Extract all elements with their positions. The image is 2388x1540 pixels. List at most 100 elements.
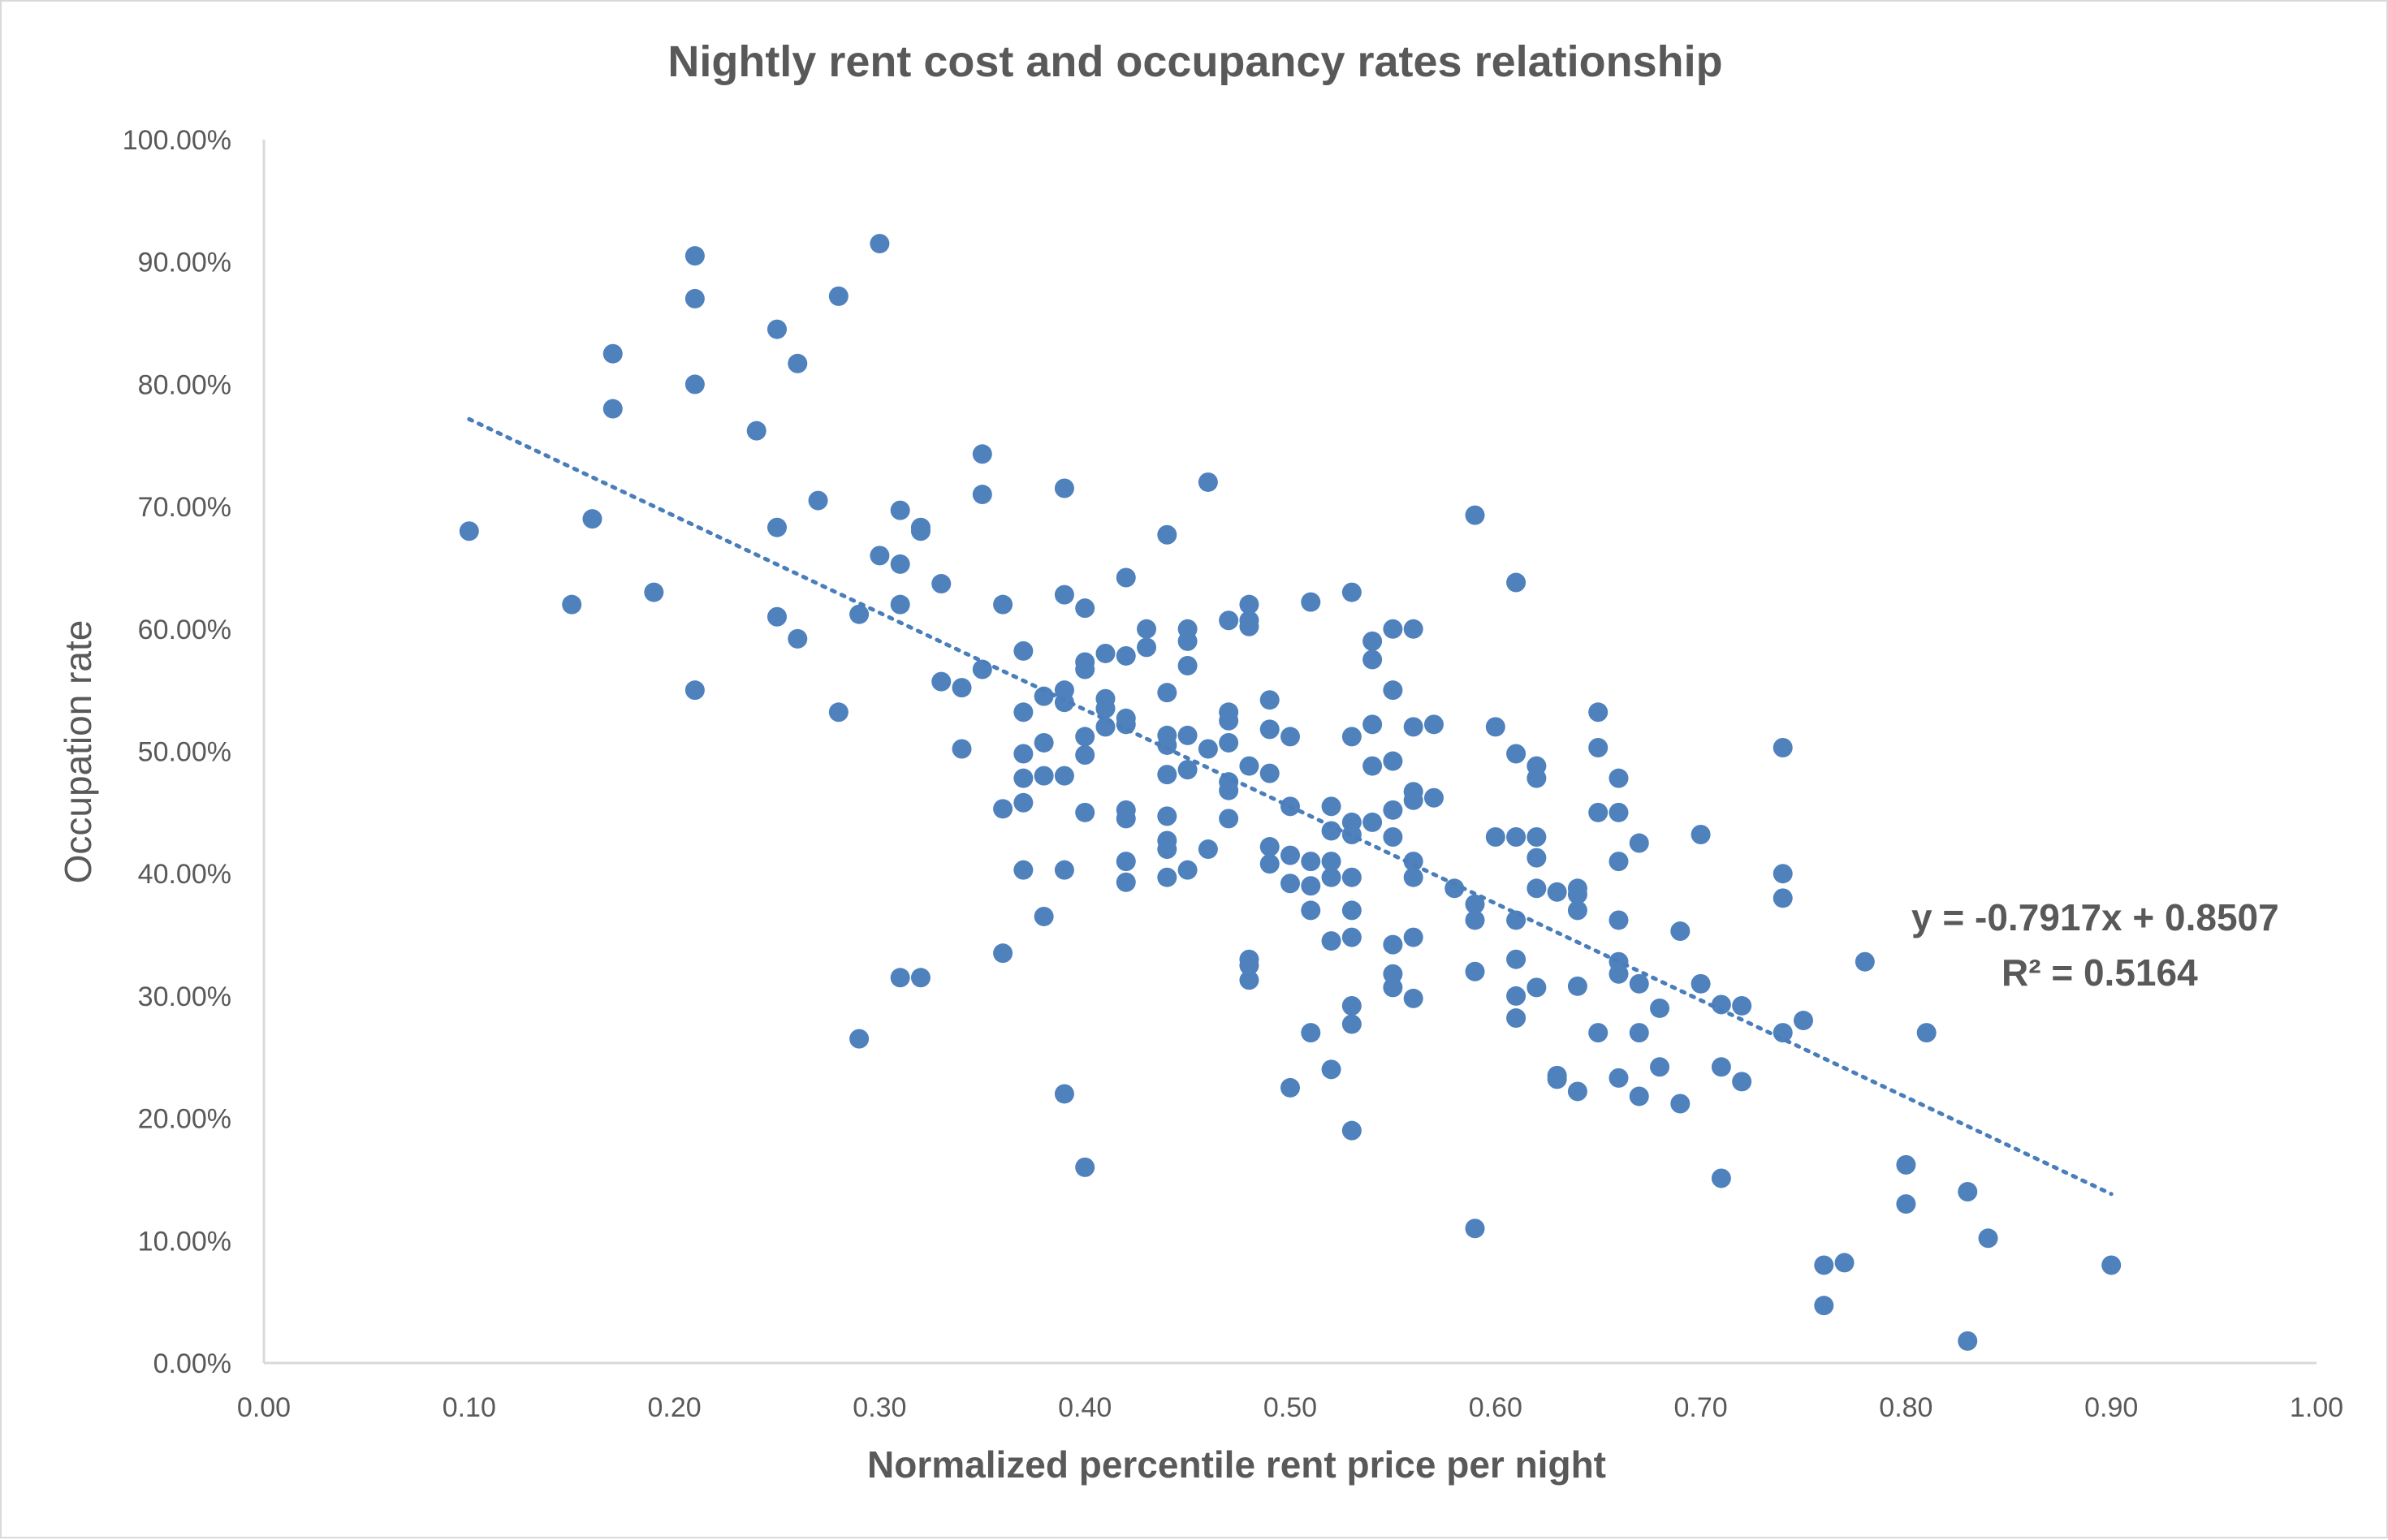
data-point	[1239, 616, 1259, 636]
data-point	[1198, 739, 1218, 759]
data-point	[684, 680, 705, 701]
data-point	[1527, 768, 1547, 788]
data-point	[1341, 900, 1362, 921]
x-tick-label: 0.50	[1263, 1392, 1317, 1423]
data-point	[1095, 698, 1116, 718]
x-tick-label: 1.00	[2290, 1392, 2343, 1423]
data-point	[1321, 1059, 1341, 1080]
chart-title: Nightly rent cost and occupancy rates re…	[667, 37, 1722, 86]
y-tick-label: 0.00%	[153, 1348, 231, 1379]
data-point	[1383, 826, 1403, 847]
data-point	[1341, 1014, 1362, 1034]
data-point	[1506, 986, 1527, 1006]
data-point	[1013, 702, 1034, 723]
y-tick-label: 90.00%	[138, 248, 231, 278]
y-tick-label: 50.00%	[138, 737, 231, 768]
data-point	[1137, 619, 1157, 639]
data-point	[1341, 995, 1362, 1016]
data-point	[1773, 737, 1793, 757]
data-point	[1013, 744, 1034, 764]
x-tick-label: 0.10	[443, 1392, 496, 1423]
data-point	[1280, 1077, 1300, 1098]
data-point	[1609, 910, 1629, 930]
data-point	[1567, 1081, 1587, 1102]
data-point	[1670, 921, 1691, 942]
data-point	[602, 343, 623, 364]
data-point	[1321, 821, 1341, 841]
data-point	[1670, 1094, 1691, 1114]
data-point	[788, 628, 808, 649]
data-point	[910, 521, 931, 541]
y-axis-ticks: 0.00% 10.00% 20.00% 30.00% 40.00% 50.00% 60.00…	[123, 125, 231, 1379]
data-point	[1177, 760, 1198, 780]
data-point	[1075, 1157, 1095, 1177]
data-point	[1075, 745, 1095, 766]
data-point	[1116, 872, 1136, 892]
data-point	[582, 509, 602, 529]
data-point	[1958, 1331, 1978, 1351]
data-point	[1054, 1084, 1074, 1104]
data-point	[1506, 1008, 1527, 1029]
data-point	[1239, 970, 1259, 990]
data-point	[1423, 714, 1444, 735]
data-point	[1711, 1168, 1731, 1188]
data-point	[1629, 1023, 1649, 1043]
data-point	[1362, 756, 1383, 776]
data-point	[1013, 792, 1034, 813]
data-point	[1301, 592, 1321, 612]
data-point	[1711, 994, 1731, 1015]
data-point	[870, 546, 890, 566]
data-point	[1301, 1023, 1321, 1043]
data-point	[1034, 732, 1054, 753]
data-point	[1013, 641, 1034, 661]
data-point	[1506, 910, 1527, 930]
data-point	[1341, 1120, 1362, 1141]
data-point	[1383, 800, 1403, 820]
data-point	[1958, 1182, 1978, 1202]
trendline-r-squared: R² = 0.5164	[2002, 951, 2198, 994]
data-point	[1403, 927, 1423, 947]
data-point	[1301, 852, 1321, 872]
data-point	[1588, 737, 1609, 757]
data-point	[1157, 524, 1177, 545]
data-point	[602, 399, 623, 419]
data-point	[1588, 1023, 1609, 1043]
x-tick-label: 0.60	[1469, 1392, 1522, 1423]
data-point	[2101, 1255, 2122, 1275]
data-point	[1814, 1296, 1834, 1316]
data-point	[1527, 878, 1547, 899]
data-point	[562, 594, 582, 615]
data-point	[1567, 884, 1587, 904]
data-point	[1609, 768, 1629, 788]
data-point	[1116, 809, 1136, 829]
data-point	[993, 594, 1013, 615]
data-point	[1341, 927, 1362, 947]
data-point	[1177, 631, 1198, 651]
data-point	[1383, 680, 1403, 701]
data-point	[1629, 1086, 1649, 1106]
data-point	[1609, 852, 1629, 872]
data-point	[1321, 796, 1341, 817]
data-point	[684, 374, 705, 395]
data-point	[1629, 833, 1649, 853]
y-axis-title: Occupation rate	[57, 620, 99, 884]
data-point	[1383, 934, 1403, 955]
data-point	[849, 604, 870, 624]
data-point	[1855, 951, 1875, 972]
data-point	[1527, 826, 1547, 847]
data-point	[952, 678, 972, 698]
data-point	[890, 594, 910, 615]
data-point	[1403, 790, 1423, 810]
data-point	[1773, 864, 1793, 884]
data-point	[1075, 598, 1095, 619]
data-point	[1383, 964, 1403, 984]
data-point	[767, 319, 787, 339]
data-point	[1177, 725, 1198, 745]
data-point	[993, 799, 1013, 819]
x-tick-label: 0.20	[648, 1392, 702, 1423]
data-point	[1137, 637, 1157, 658]
data-point	[1116, 645, 1136, 666]
data-point	[1219, 710, 1239, 731]
data-point	[1465, 505, 1485, 525]
